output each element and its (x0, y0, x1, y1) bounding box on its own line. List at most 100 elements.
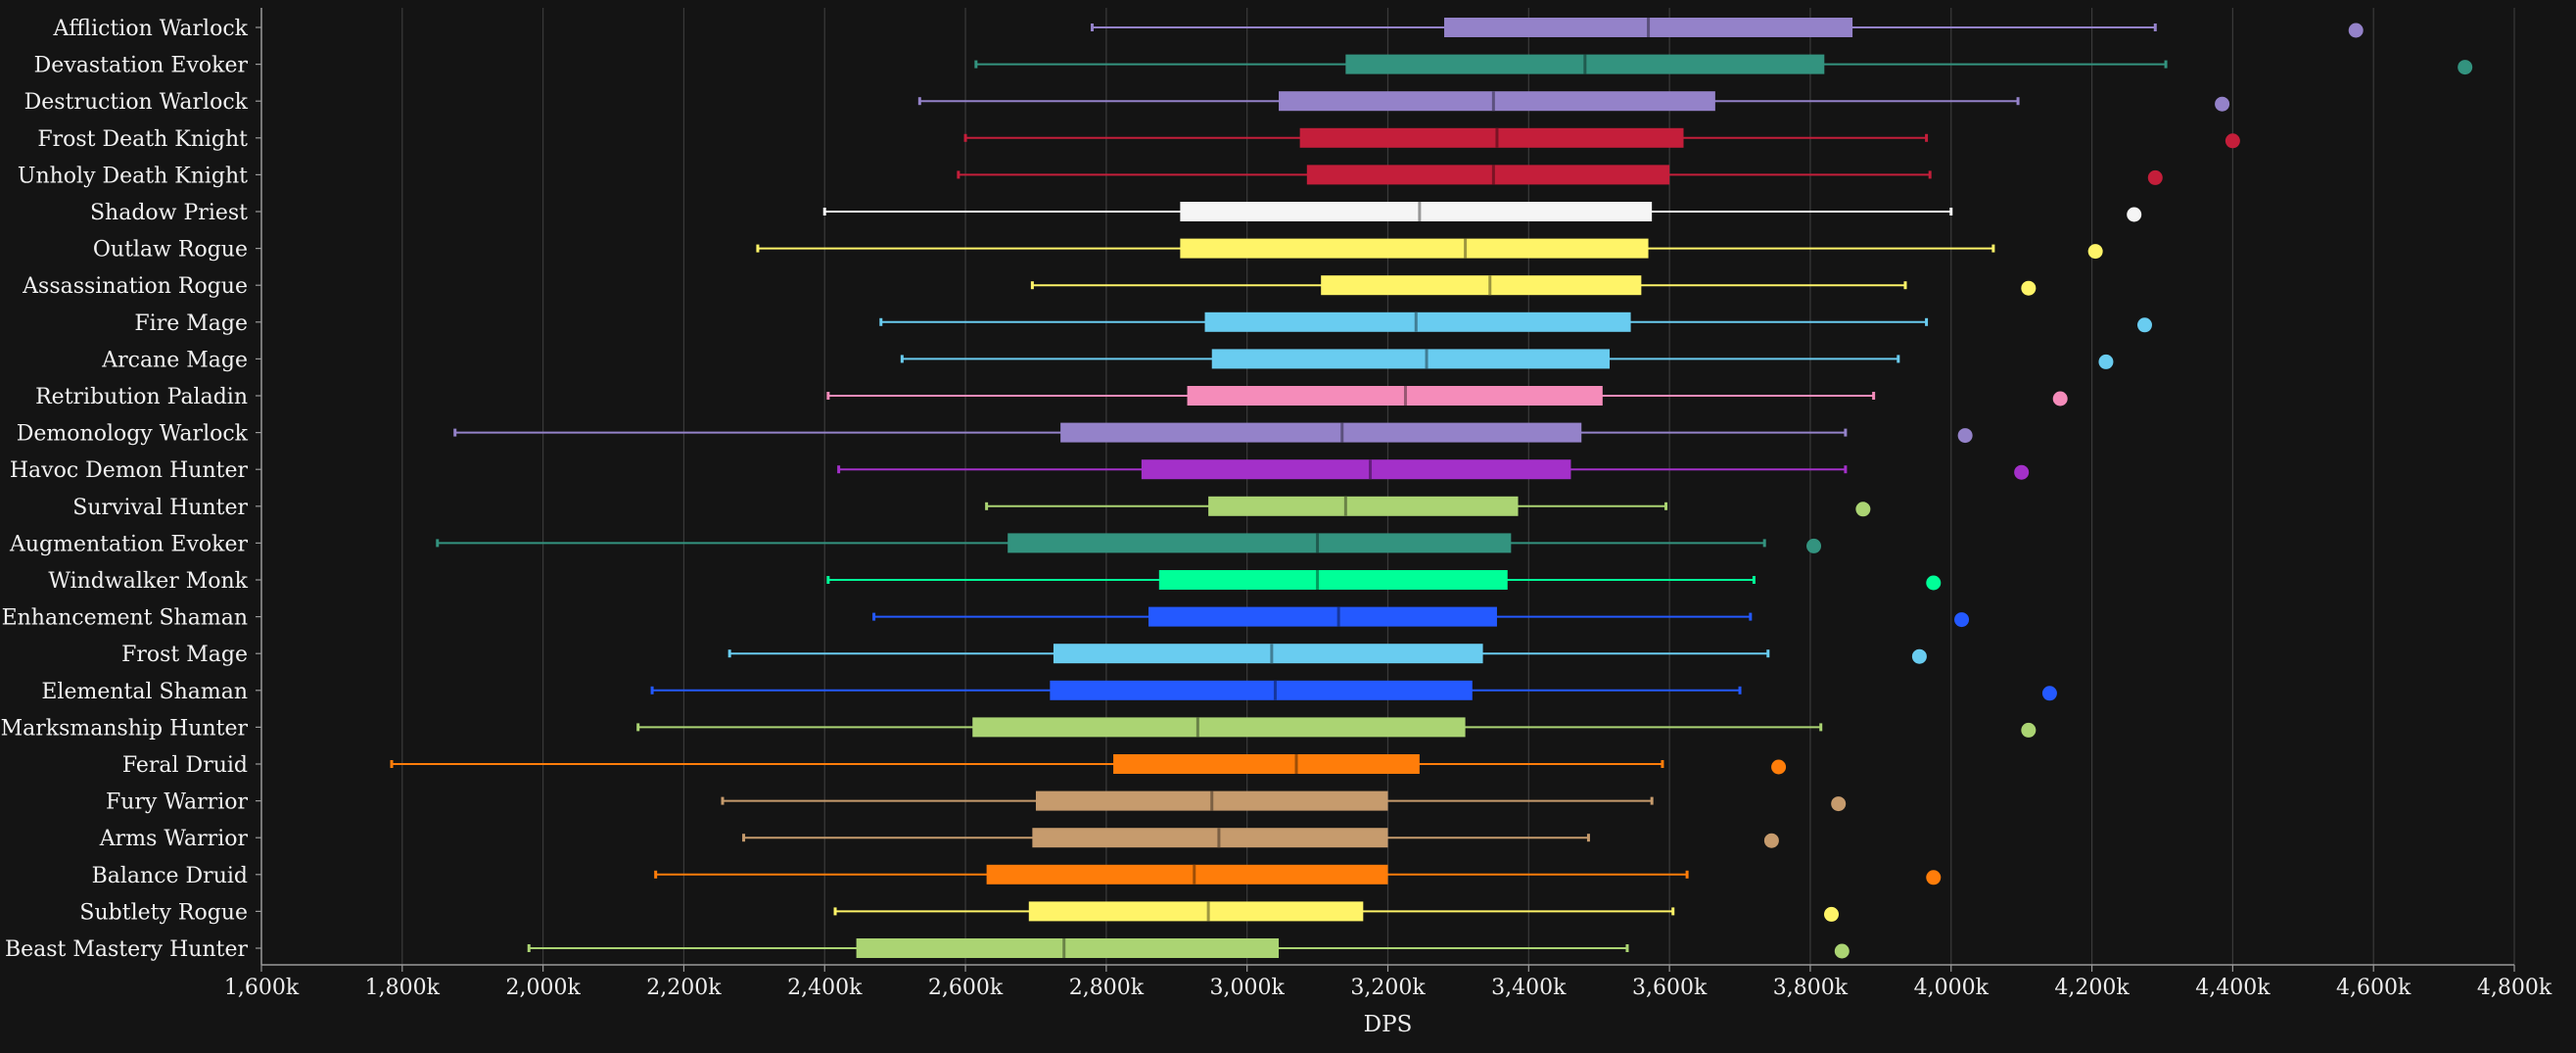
series-row: Fire Mage (134, 311, 2152, 336)
iqr-box (1306, 165, 1670, 185)
outlier-point (1926, 870, 1942, 885)
series-row: Balance Druid (92, 864, 1942, 888)
category-label: Balance Druid (92, 864, 248, 888)
category-label: Shadow Priest (90, 201, 248, 225)
series-row: Marksmanship Hunter (1, 716, 2037, 741)
category-label: Retribution Paladin (35, 385, 248, 409)
x-tick-label: 4,800k (2477, 976, 2553, 1000)
series-row: Windwalker Monk (48, 569, 1942, 594)
outlier-point (2021, 722, 2037, 738)
x-tick-label: 2,400k (787, 976, 863, 1000)
x-tick-labels: 1,600k 1,800k 2,000k 2,200k 2,400k 2,600k 2,80… (224, 965, 2553, 1000)
category-label: Feral Druid (122, 753, 248, 778)
outlier-point (1957, 428, 1973, 444)
series-row: Enhancement Shaman (2, 606, 1970, 631)
iqr-box (1007, 533, 1512, 553)
category-label: Demonology Warlock (17, 422, 249, 447)
x-tick-label: 3,400k (1491, 976, 1567, 1000)
series-row: Augmentation Evoker (9, 532, 1822, 556)
category-label: Destruction Warlock (24, 90, 249, 115)
category-label: Assassination Rogue (22, 274, 248, 299)
series-row: Arcane Mage (101, 348, 2114, 372)
category-label: Windwalker Monk (48, 569, 248, 594)
x-tick-label: 3,000k (1210, 976, 1286, 1000)
series-row: Retribution Paladin (35, 385, 2068, 409)
outlier-point (1771, 759, 1787, 775)
series-row: Shadow Priest (90, 201, 2142, 225)
category-label: Affliction Warlock (53, 17, 249, 41)
outlier-point (2098, 354, 2114, 369)
series-row: Devastation Evoker (34, 54, 2473, 78)
category-label: Outlaw Rogue (93, 238, 248, 263)
series-row: Frost Death Knight (37, 127, 2240, 152)
x-tick-label: 4,400k (2195, 976, 2271, 1000)
series-row: Destruction Warlock (24, 90, 2230, 115)
iqr-box (1187, 386, 1603, 406)
outlier-point (2458, 60, 2473, 75)
x-axis-title: DPS (1364, 1012, 1413, 1037)
category-label: Augmentation Evoker (9, 532, 249, 556)
series-row: Beast Mastery Hunter (5, 937, 1850, 962)
series-row: Assassination Rogue (22, 274, 2037, 299)
iqr-box (1321, 275, 1642, 296)
x-tick-label: 2,000k (505, 976, 581, 1000)
iqr-box (972, 717, 1466, 738)
iqr-box (1279, 91, 1715, 112)
series-row: Demonology Warlock (17, 422, 1973, 447)
series-rows: Affliction Warlock Devastation Evoker Dest… (1, 17, 2473, 962)
x-tick-label: 2,800k (1069, 976, 1145, 1000)
outlier-point (2136, 317, 2152, 333)
series-row: Unholy Death Knight (18, 164, 2163, 188)
x-tick-label: 2,200k (646, 976, 722, 1000)
category-label: Marksmanship Hunter (1, 716, 249, 741)
category-label: Subtlety Rogue (79, 900, 248, 925)
gridlines (401, 8, 2515, 965)
outlier-point (1954, 612, 1970, 628)
outlier-point (1763, 833, 1779, 848)
iqr-box (1158, 570, 1508, 590)
iqr-box (1028, 901, 1364, 922)
outlier-point (2052, 391, 2068, 407)
outlier-point (1911, 648, 1927, 664)
x-tick-label: 4,600k (2336, 976, 2412, 1000)
x-tick-label: 2,600k (928, 976, 1004, 1000)
series-row: Subtlety Rogue (79, 900, 1840, 925)
outlier-point (1824, 906, 1840, 922)
outlier-point (2087, 244, 2103, 260)
category-label: Fire Mage (134, 311, 248, 336)
outlier-point (2021, 280, 2037, 296)
outlier-point (2215, 96, 2230, 112)
category-label: Elemental Shaman (41, 680, 248, 704)
outlier-point (2225, 133, 2240, 149)
category-label: Arcane Mage (101, 348, 248, 372)
category-label: Frost Death Knight (37, 127, 248, 152)
iqr-box (1060, 422, 1582, 443)
outlier-point (2147, 169, 2163, 185)
iqr-box (856, 938, 1280, 958)
category-label: Survival Hunter (72, 496, 248, 520)
series-row: Elemental Shaman (41, 680, 2057, 704)
outlier-point (1855, 502, 1871, 517)
outlier-point (1834, 943, 1850, 959)
iqr-box (1180, 238, 1649, 259)
iqr-box (986, 864, 1388, 885)
x-tick-label: 1,800k (365, 976, 441, 1000)
x-tick-label: 3,600k (1632, 976, 1708, 1000)
x-tick-label: 3,800k (1773, 976, 1849, 1000)
x-tick-label: 4,200k (2054, 976, 2130, 1000)
series-row: Havoc Demon Hunter (10, 458, 2030, 483)
iqr-box (1180, 202, 1653, 221)
iqr-box (1141, 459, 1571, 480)
outlier-point (2127, 207, 2142, 222)
outlier-point (1831, 796, 1847, 812)
outlier-point (1806, 538, 1822, 553)
iqr-box (1204, 311, 1631, 332)
x-tick-label: 1,600k (224, 976, 300, 1000)
series-row: Frost Mage (121, 643, 1927, 667)
series-row: Fury Warrior (106, 790, 1847, 815)
iqr-box (1211, 349, 1611, 369)
category-label: Frost Mage (121, 643, 248, 667)
series-row: Affliction Warlock (53, 17, 2364, 41)
